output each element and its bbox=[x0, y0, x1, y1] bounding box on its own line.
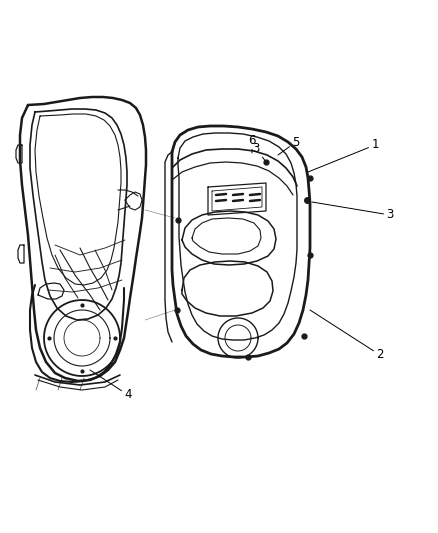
Text: 1: 1 bbox=[308, 139, 379, 172]
Text: 3: 3 bbox=[312, 202, 394, 222]
Text: 3: 3 bbox=[252, 141, 266, 162]
Text: 4: 4 bbox=[90, 370, 132, 401]
Text: 6: 6 bbox=[248, 133, 256, 153]
Text: 5: 5 bbox=[278, 135, 300, 155]
Text: 2: 2 bbox=[310, 310, 384, 361]
